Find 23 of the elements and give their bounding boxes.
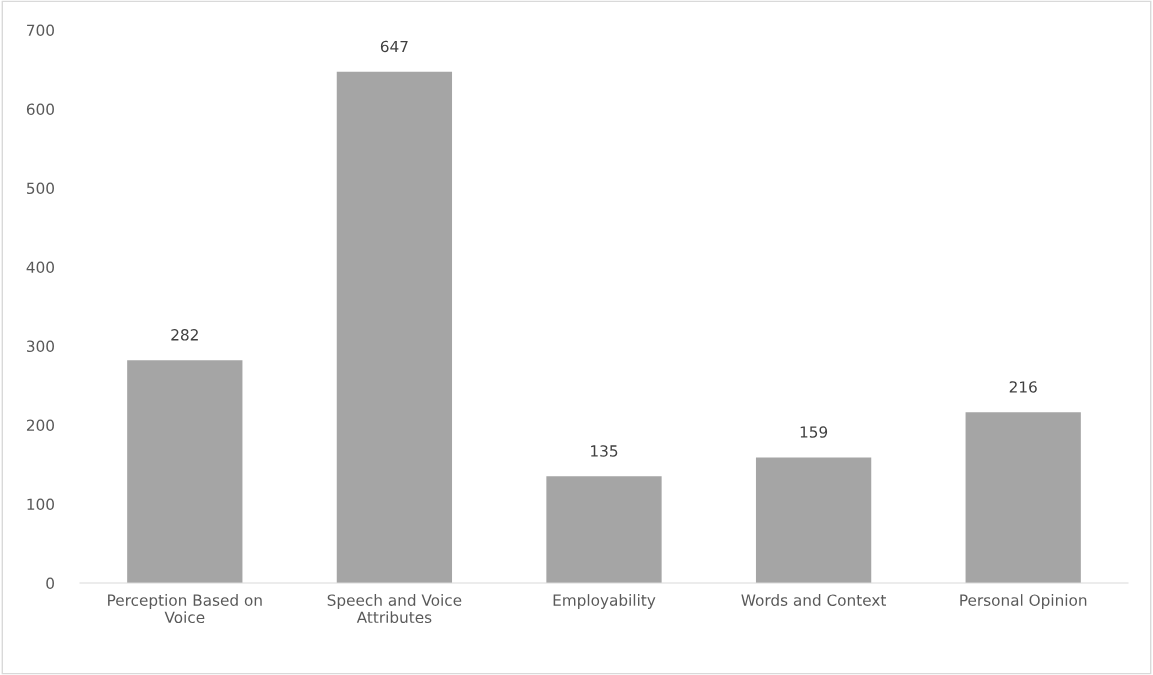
- y-tick-label: 600: [26, 103, 54, 116]
- bar: [336, 71, 453, 583]
- x-tick-label: Personal Opinion: [960, 594, 1087, 609]
- bar: [127, 360, 243, 583]
- data-label: 159: [800, 426, 828, 438]
- y-tick-label: 0: [46, 577, 54, 590]
- y-tick-label: 400: [26, 261, 54, 274]
- x-tick-label: Speech and Voice Attributes: [327, 594, 462, 624]
- data-label: 647: [380, 40, 408, 53]
- x-tick-label: Employability: [553, 594, 656, 609]
- data-label: 282: [171, 329, 198, 341]
- y-tick-label: 300: [27, 340, 54, 353]
- y-tick-label: 100: [27, 498, 54, 511]
- y-tick-label: 500: [27, 182, 54, 195]
- x-tick-label: Words and Context: [741, 594, 886, 606]
- y-tick-label: 200: [26, 419, 54, 432]
- bar: [755, 457, 872, 583]
- data-label: 135: [591, 445, 618, 457]
- bar: [546, 476, 662, 583]
- data-label: 216: [1009, 381, 1037, 393]
- y-tick-label: 700: [27, 24, 54, 37]
- x-tick-label: Perception Based on Voice: [108, 594, 262, 624]
- bar: [965, 412, 1081, 583]
